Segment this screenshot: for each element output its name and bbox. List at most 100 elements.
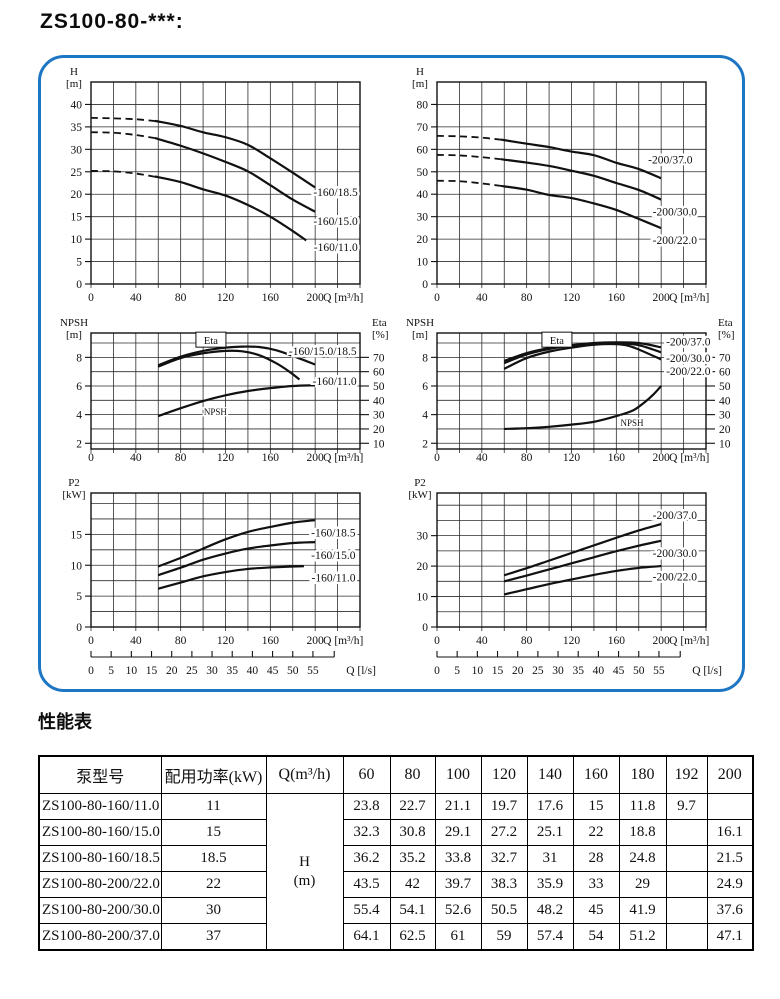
head-value-cell	[665, 897, 708, 924]
head-value-cell: 18.8	[618, 819, 667, 846]
svg-text:0: 0	[434, 635, 440, 647]
svg-text:0: 0	[88, 665, 94, 677]
table-row: ZS100-80-200/30.0 30 55.4 54.1 52.6 50.5 48.2 4…	[38, 897, 754, 924]
svg-text:10: 10	[71, 234, 83, 246]
curve-label: -160/11.0	[312, 573, 356, 585]
svg-text:50: 50	[287, 665, 299, 677]
svg-text:30: 30	[373, 410, 385, 422]
grid	[90, 493, 361, 631]
y2-axis-title: [%]	[372, 329, 389, 341]
y-axis-labels: 2 4 6 8	[76, 352, 82, 450]
curve-label: -200/22.0	[666, 366, 711, 378]
svg-text:80: 80	[175, 635, 187, 647]
power-cell: 18.5	[160, 845, 267, 872]
svg-text:0: 0	[434, 665, 440, 677]
y-axis-ticks	[431, 535, 437, 628]
pump-model-cell: ZS100-80-160/11.0	[38, 793, 162, 820]
svg-text:6: 6	[422, 381, 428, 393]
svg-text:0: 0	[88, 292, 94, 304]
y2-axis-ticks	[360, 356, 369, 444]
curve--160/18.5	[153, 119, 316, 189]
svg-text:4: 4	[422, 410, 428, 422]
grid	[90, 81, 361, 288]
table-header-cell: 140	[526, 755, 574, 794]
svg-text:0: 0	[422, 622, 428, 634]
svg-text:0: 0	[88, 635, 94, 647]
svg-text:20: 20	[719, 424, 731, 436]
head-value-cell: 39.7	[434, 871, 482, 898]
svg-text:40: 40	[719, 395, 731, 407]
svg-text:160: 160	[262, 452, 280, 464]
table-header-cell: Q(m³/h)	[265, 755, 344, 794]
head-value-cell: 17.6	[526, 793, 574, 820]
curve-npsh	[157, 384, 316, 418]
svg-text:0: 0	[434, 452, 440, 464]
x-axis-unit: Q [m³/h]	[669, 635, 709, 647]
npsh-curve-label: NPSH	[621, 418, 645, 428]
y2-axis-title: [%]	[718, 329, 735, 341]
svg-text:10: 10	[126, 665, 138, 677]
svg-text:4: 4	[76, 410, 82, 422]
svg-text:200: 200	[307, 635, 325, 647]
head-value-cell: 36.2	[342, 845, 391, 872]
svg-text:0: 0	[76, 622, 82, 634]
curve-eta-160/15.0/18.5	[157, 345, 316, 367]
curve-label: -160/15.0	[313, 216, 358, 228]
svg-text:80: 80	[521, 452, 533, 464]
table-header-cell: 180	[618, 755, 667, 794]
svg-text:80: 80	[417, 99, 429, 111]
head-value-cell: 45	[572, 897, 620, 924]
y2-axis-labels: 10 20 30 40 50 60 70	[719, 352, 731, 450]
y-axis-labels: 0 10 20 30	[417, 531, 429, 634]
svg-text:0: 0	[434, 292, 440, 304]
table-heading: 性能表	[38, 712, 92, 732]
x-axis-labels: 0 40 80 120 160 200	[434, 452, 670, 464]
x2-axis-labels: 0 5 10 15 20 25 30 35 40 45 50 55	[88, 665, 319, 677]
x-axis-labels: 0 40 80 120 160 200	[88, 452, 324, 464]
svg-text:10: 10	[71, 560, 83, 572]
head-value-cell	[706, 793, 754, 820]
chart-npsh-eta-160-wrap: 2 4 6 8 NPSH [m] 10 20 30 40 50 60 70 Eta [%] 0 40 80 120 1…	[53, 315, 393, 467]
svg-text:10: 10	[373, 438, 385, 450]
head-value-cell: 25.1	[526, 819, 574, 846]
svg-text:25: 25	[186, 665, 198, 677]
head-value-cell: 22.7	[389, 793, 436, 820]
head-value-cell: 61	[434, 923, 482, 951]
table-header-cell: 120	[480, 755, 528, 794]
pump-model-cell: ZS100-80-160/15.0	[38, 819, 162, 846]
y-axis-title: NPSH	[406, 317, 434, 329]
npsh-curve-label: NPSH	[204, 407, 228, 417]
curve-label: -160/15.0	[311, 550, 356, 562]
svg-text:200: 200	[653, 452, 671, 464]
head-value-cell: 57.4	[526, 923, 574, 951]
table-header-cell: 160	[572, 755, 620, 794]
svg-text:25: 25	[532, 665, 544, 677]
y-axis-labels: 0 10 20 30 40 50 60 70 80	[417, 99, 429, 291]
svg-text:15: 15	[71, 212, 83, 224]
svg-text:50: 50	[719, 381, 731, 393]
y-axis-title: [kW]	[62, 489, 85, 501]
y2-axis-title: Eta	[372, 317, 387, 329]
curve--200/22.0	[504, 564, 662, 596]
svg-text:10: 10	[472, 665, 484, 677]
y2-axis-labels: 10 20 30 40 50 60 70	[373, 352, 385, 450]
curve-label: -200/37.0	[648, 154, 693, 166]
head-value-cell: 33.8	[434, 845, 482, 872]
svg-text:160: 160	[608, 292, 626, 304]
svg-text:120: 120	[563, 292, 581, 304]
y-axis-title: H	[416, 66, 424, 78]
head-value-cell: 28	[572, 845, 620, 872]
svg-text:25: 25	[71, 167, 83, 179]
svg-text:160: 160	[262, 635, 280, 647]
svg-text:45: 45	[613, 665, 625, 677]
power-cell: 15	[160, 819, 267, 846]
svg-text:0: 0	[88, 452, 94, 464]
y-axis-ticks	[85, 103, 91, 285]
table-header-cell: 100	[434, 755, 482, 794]
head-unit-cell: H (m)	[265, 793, 344, 951]
svg-text:35: 35	[226, 665, 238, 677]
svg-text:70: 70	[719, 352, 731, 364]
svg-text:60: 60	[417, 144, 429, 156]
svg-text:35: 35	[71, 122, 83, 134]
